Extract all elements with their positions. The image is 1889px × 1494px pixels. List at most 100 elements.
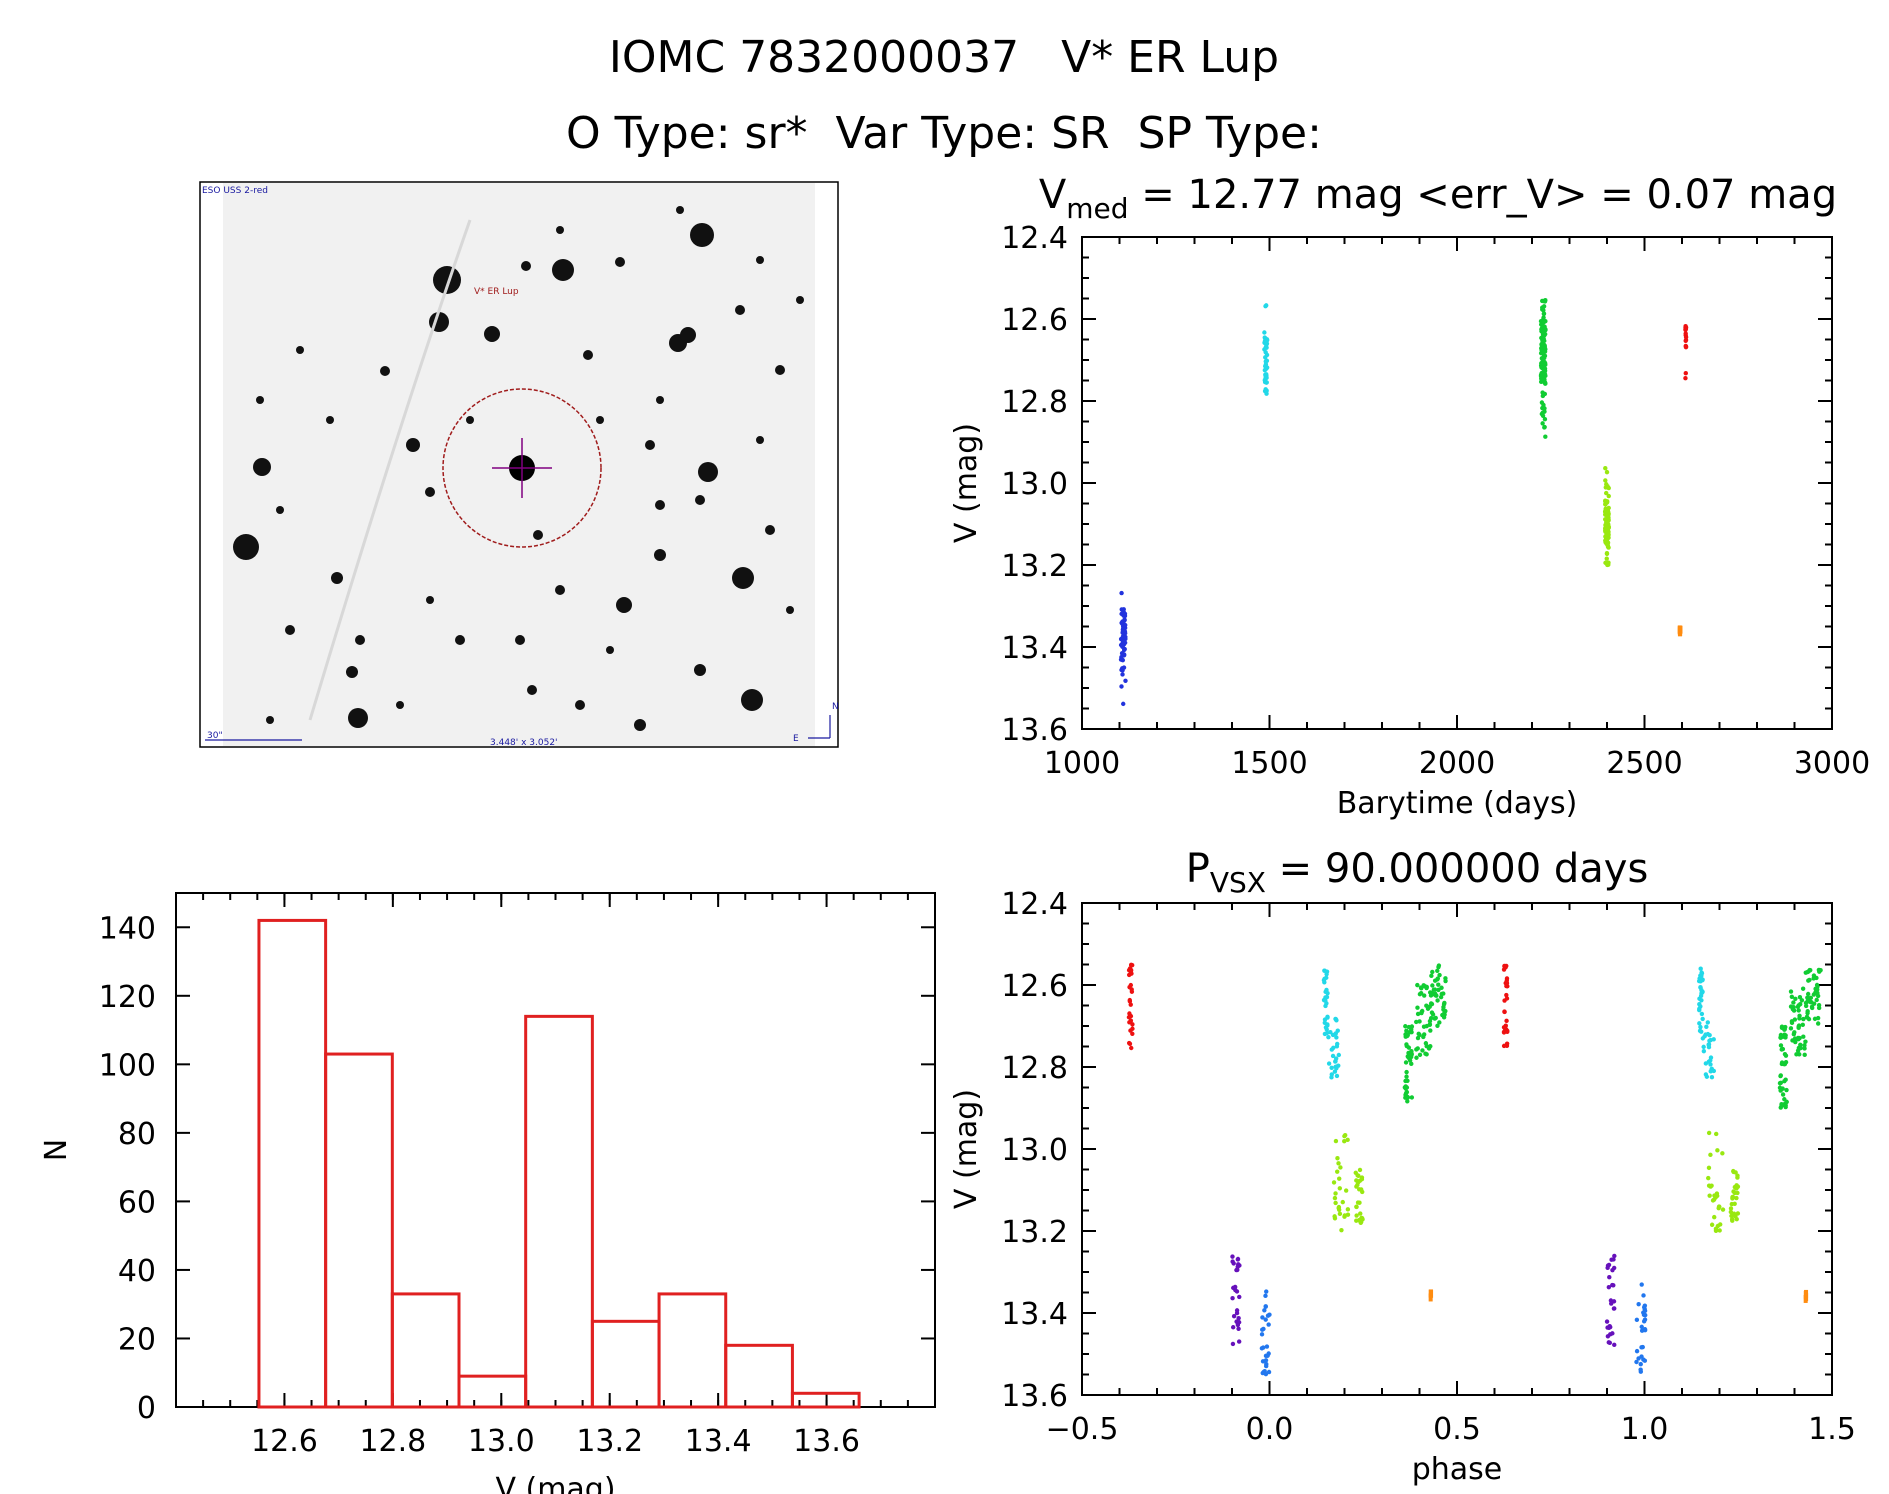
lc-ytick-label: 13.2 — [1001, 549, 1068, 584]
finder-star — [694, 664, 706, 676]
ph-point — [1357, 1167, 1363, 1173]
ph-point — [1264, 1344, 1270, 1349]
finder-star — [326, 416, 334, 424]
ph-point — [1130, 1022, 1135, 1027]
lc-point — [1541, 336, 1546, 341]
ph-point — [1432, 978, 1438, 983]
hist-ytick-label: 120 — [99, 980, 156, 1015]
lc-point — [1604, 551, 1610, 556]
ph-point — [1791, 1032, 1797, 1037]
ph-point — [1417, 1032, 1422, 1038]
ph-point — [1261, 1369, 1266, 1375]
ph-xtick-label: 1.5 — [1808, 1412, 1856, 1447]
ph-point — [1610, 1267, 1615, 1273]
ph-frame — [1081, 902, 1833, 1396]
ph-point — [1805, 1010, 1810, 1016]
ph-point — [1706, 1175, 1711, 1181]
ph-point — [1345, 1137, 1350, 1143]
ph-point — [1404, 1069, 1409, 1075]
lc-point — [1120, 668, 1125, 673]
lc-point — [1603, 478, 1608, 483]
ph-point — [1441, 1004, 1446, 1010]
ph-point — [1345, 1207, 1351, 1212]
ph-point — [1422, 993, 1427, 998]
lc-point — [1263, 359, 1268, 364]
hist-xtick-label: 13.0 — [468, 1424, 535, 1459]
ph-point — [1235, 1264, 1240, 1270]
ph-point — [1815, 990, 1820, 996]
lc-point — [1264, 303, 1269, 308]
finder-star — [655, 500, 665, 510]
ph-point — [1403, 1024, 1408, 1029]
ph-point — [1403, 1060, 1409, 1065]
lc-point — [1603, 509, 1609, 514]
ph-point — [1700, 977, 1705, 982]
ph-point — [1814, 982, 1820, 988]
ph-point — [1731, 1189, 1736, 1194]
ph-point — [1126, 1040, 1132, 1046]
ph-point — [1421, 1032, 1427, 1037]
ph-point — [1409, 1061, 1414, 1067]
ph-point — [1604, 1319, 1610, 1324]
lc-point — [1540, 307, 1545, 312]
ph-point — [1334, 1044, 1340, 1049]
ph-point — [1434, 993, 1439, 998]
finder-image: ESO USS 2-red V* ER Lup 30" 3.448' x 3.0… — [199, 181, 839, 748]
finder-star — [533, 530, 543, 540]
lc-point — [1603, 529, 1608, 534]
ph-point — [1805, 995, 1810, 1000]
ph-point — [1735, 1173, 1740, 1178]
ph-point — [1435, 1023, 1440, 1029]
finder-star — [348, 708, 368, 728]
lc-point — [1120, 672, 1125, 677]
ph-point — [1259, 1346, 1265, 1351]
lc-point — [1539, 361, 1544, 366]
ph-point — [1435, 968, 1440, 973]
ph-point — [1709, 1075, 1715, 1080]
finder-star — [756, 436, 764, 444]
ph-point — [1405, 1033, 1410, 1039]
ph-point — [1699, 990, 1705, 995]
finder-star — [735, 305, 745, 315]
finder-star — [690, 223, 714, 247]
histogram-bar — [657, 1292, 728, 1409]
lc-point — [1683, 331, 1688, 336]
finder-star — [331, 572, 343, 584]
ph-point — [1706, 1042, 1712, 1047]
ph-point — [1337, 1211, 1343, 1217]
ph-point — [1439, 991, 1444, 997]
ph-point — [1778, 1043, 1784, 1048]
ph-point — [1790, 1038, 1795, 1043]
ph-point — [1333, 1017, 1339, 1022]
ph-point — [1437, 972, 1442, 978]
ph-point — [1710, 1198, 1716, 1203]
ph-point — [1699, 1011, 1705, 1017]
ph-point — [1698, 1024, 1703, 1030]
ph-point — [1729, 1217, 1735, 1222]
ph-point — [1704, 1074, 1710, 1079]
lc-point — [1538, 350, 1544, 356]
lc-point — [1120, 644, 1125, 649]
ph-point — [1129, 1045, 1134, 1051]
ph-point — [1728, 1209, 1734, 1215]
target-label: V* ER Lup — [474, 287, 519, 297]
ph-point — [1720, 1207, 1726, 1212]
lc-point — [1541, 320, 1546, 325]
finder-star — [695, 495, 705, 505]
ph-point — [1335, 1169, 1340, 1174]
ph-point — [1128, 1018, 1134, 1023]
lc-point — [1119, 590, 1124, 596]
finder-star — [425, 487, 435, 497]
ph-point — [1779, 1024, 1785, 1029]
ph-point — [1796, 1024, 1801, 1029]
lc-point — [1603, 501, 1608, 507]
ph-point — [1816, 967, 1822, 973]
ph-point — [1415, 1046, 1420, 1051]
lc-point — [1264, 380, 1269, 385]
ph-point — [1435, 998, 1440, 1003]
ph-point — [1354, 1178, 1359, 1183]
ph-point — [1325, 1022, 1330, 1027]
ph-point — [1414, 1019, 1419, 1025]
ph-point — [1409, 1095, 1415, 1100]
hist-xtick-label: 12.8 — [359, 1424, 426, 1459]
